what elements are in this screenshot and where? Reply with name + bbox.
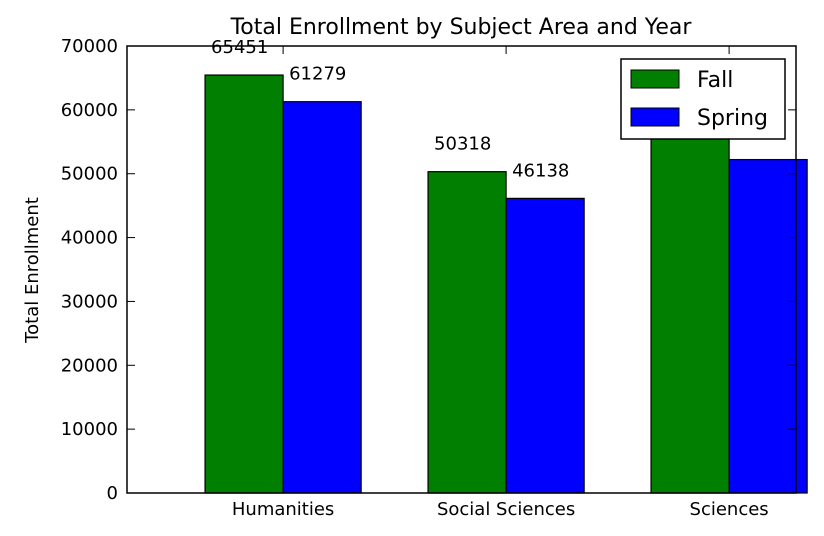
y-tick-label: 10000 [61, 419, 118, 440]
y-tick-label: 50000 [61, 164, 118, 185]
bar-spring-social-sciences [505, 197, 585, 494]
data-label-fall-social-sciences: 50318 [434, 134, 491, 155]
plot-frame [126, 45, 797, 494]
y-tick-label: 20000 [61, 355, 118, 376]
bar-spring-humanities [282, 101, 362, 494]
bars-layer [204, 74, 808, 494]
bar-fall-sciences [650, 102, 730, 494]
bar-fall-social-sciences [427, 171, 507, 494]
bar-fall-humanities [204, 74, 284, 494]
x-tick-label-social-sciences: Social Sciences [437, 499, 575, 520]
y-tick-label: 30000 [61, 291, 118, 312]
legend: Fall Spring [620, 58, 786, 140]
y-tick-label: 60000 [61, 100, 118, 121]
chart-title: Total Enrollment by Subject Area and Yea… [230, 15, 693, 40]
legend-label-spring: Spring [697, 106, 768, 131]
data-label-spring-humanities: 61279 [289, 64, 346, 85]
bar-spring-sciences [728, 158, 808, 494]
y-axis-label: Total Enrollment [22, 197, 43, 344]
x-tick-label-humanities: Humanities [232, 499, 334, 520]
y-axis: 0 10000 20000 30000 40000 50000 60000 70000 [61, 36, 796, 504]
legend-label-fall: Fall [697, 68, 733, 93]
y-tick-label: 70000 [61, 36, 118, 57]
y-tick-label: 40000 [61, 228, 118, 249]
legend-swatch-spring [630, 107, 680, 127]
x-tick-label-sciences: Sciences [690, 499, 769, 520]
y-tick-label: 0 [107, 483, 118, 504]
data-label-fall-humanities: 65451 [211, 37, 268, 58]
data-label-spring-social-sciences: 46138 [512, 160, 569, 181]
x-axis: Humanities Social Sciences Sciences [232, 46, 769, 520]
legend-swatch-fall [630, 69, 680, 89]
